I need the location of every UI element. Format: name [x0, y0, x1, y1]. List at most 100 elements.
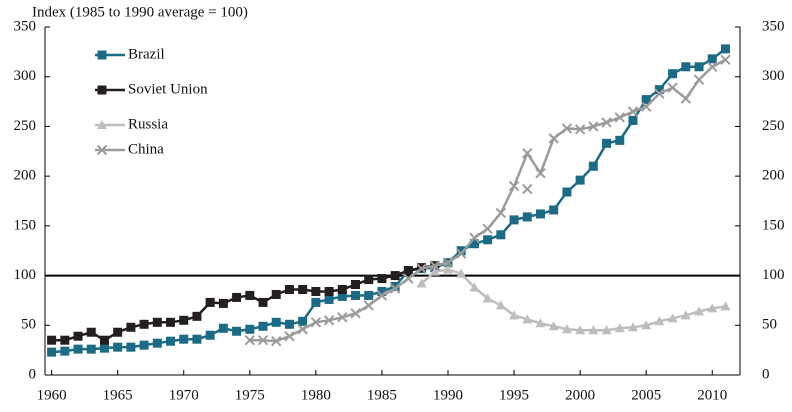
marker — [667, 313, 678, 323]
marker — [416, 263, 427, 274]
marker — [96, 144, 108, 156]
marker — [535, 318, 546, 328]
marker — [641, 95, 651, 105]
marker — [456, 268, 467, 278]
marker — [298, 316, 308, 326]
marker — [47, 335, 57, 345]
marker — [495, 207, 507, 219]
marker — [403, 273, 414, 284]
legend-label: Russia — [128, 116, 168, 132]
marker — [522, 148, 533, 159]
marker — [469, 239, 479, 249]
marker — [681, 62, 691, 72]
x-tick-label: 1980 — [301, 387, 331, 403]
marker — [562, 187, 572, 197]
marker — [390, 271, 400, 281]
y-axis-label: Index (1985 to 1990 average = 100) — [32, 4, 248, 20]
x-tick-label: 1970 — [169, 387, 199, 403]
marker — [389, 283, 401, 294]
series-line — [420, 268, 726, 332]
marker — [244, 334, 256, 346]
y-tick-label: 0 — [29, 366, 37, 382]
marker — [245, 290, 255, 300]
marker — [139, 319, 149, 329]
marker — [179, 315, 189, 325]
marker — [232, 326, 242, 336]
marker — [654, 316, 665, 326]
y-tick-label: 300 — [14, 68, 37, 84]
x-tick-label: 1975 — [235, 387, 265, 403]
marker — [628, 115, 638, 125]
marker — [588, 161, 598, 171]
marker — [508, 180, 520, 192]
x-tick-label: 2000 — [565, 387, 595, 403]
marker — [456, 246, 466, 256]
x-tick-label: 1985 — [367, 387, 397, 403]
y2-tick-label: 200 — [762, 168, 785, 184]
marker — [363, 300, 374, 311]
marker — [601, 117, 612, 128]
x-tick-label: 1995 — [499, 387, 529, 403]
marker — [535, 167, 546, 179]
marker — [271, 335, 282, 347]
marker — [284, 284, 294, 294]
marker — [73, 331, 83, 341]
marker — [311, 286, 321, 296]
marker — [522, 314, 533, 324]
marker — [152, 317, 162, 327]
marker — [73, 344, 83, 354]
marker — [429, 266, 440, 276]
marker — [561, 324, 572, 334]
marker — [271, 289, 281, 299]
marker — [416, 278, 427, 288]
marker — [364, 275, 374, 285]
marker — [442, 264, 453, 274]
marker — [324, 286, 334, 296]
series-line — [51, 47, 727, 354]
marker — [588, 325, 599, 335]
marker — [588, 121, 599, 132]
marker — [640, 101, 652, 112]
marker — [258, 321, 268, 331]
marker — [377, 274, 387, 284]
marker — [561, 123, 573, 134]
marker — [97, 120, 107, 129]
marker — [113, 342, 123, 352]
marker — [403, 266, 413, 276]
y2-tick-label: 250 — [762, 118, 785, 134]
marker — [311, 297, 321, 307]
marker — [469, 232, 480, 243]
marker — [297, 324, 308, 335]
marker — [166, 317, 176, 327]
legend-label: China — [128, 141, 164, 157]
marker — [350, 308, 361, 319]
marker — [496, 230, 506, 240]
marker — [641, 320, 652, 330]
marker — [707, 303, 718, 313]
marker — [654, 88, 665, 99]
marker — [614, 112, 625, 123]
marker — [218, 323, 228, 333]
marker — [429, 260, 440, 271]
marker — [522, 212, 532, 222]
marker — [522, 183, 533, 195]
marker — [86, 327, 96, 337]
marker — [707, 54, 717, 64]
marker — [205, 297, 215, 307]
marker — [97, 50, 107, 60]
marker — [60, 346, 70, 356]
marker — [205, 330, 215, 340]
marker — [113, 327, 123, 337]
marker — [351, 280, 361, 290]
marker — [575, 325, 586, 335]
marker — [351, 290, 361, 300]
y-tick-label: 250 — [14, 118, 37, 134]
marker — [680, 310, 691, 320]
marker — [257, 334, 269, 346]
x-tick-label: 2005 — [631, 387, 661, 403]
x-tick-label: 1965 — [103, 387, 133, 403]
marker — [126, 322, 136, 332]
marker — [667, 82, 678, 93]
marker — [86, 344, 96, 354]
